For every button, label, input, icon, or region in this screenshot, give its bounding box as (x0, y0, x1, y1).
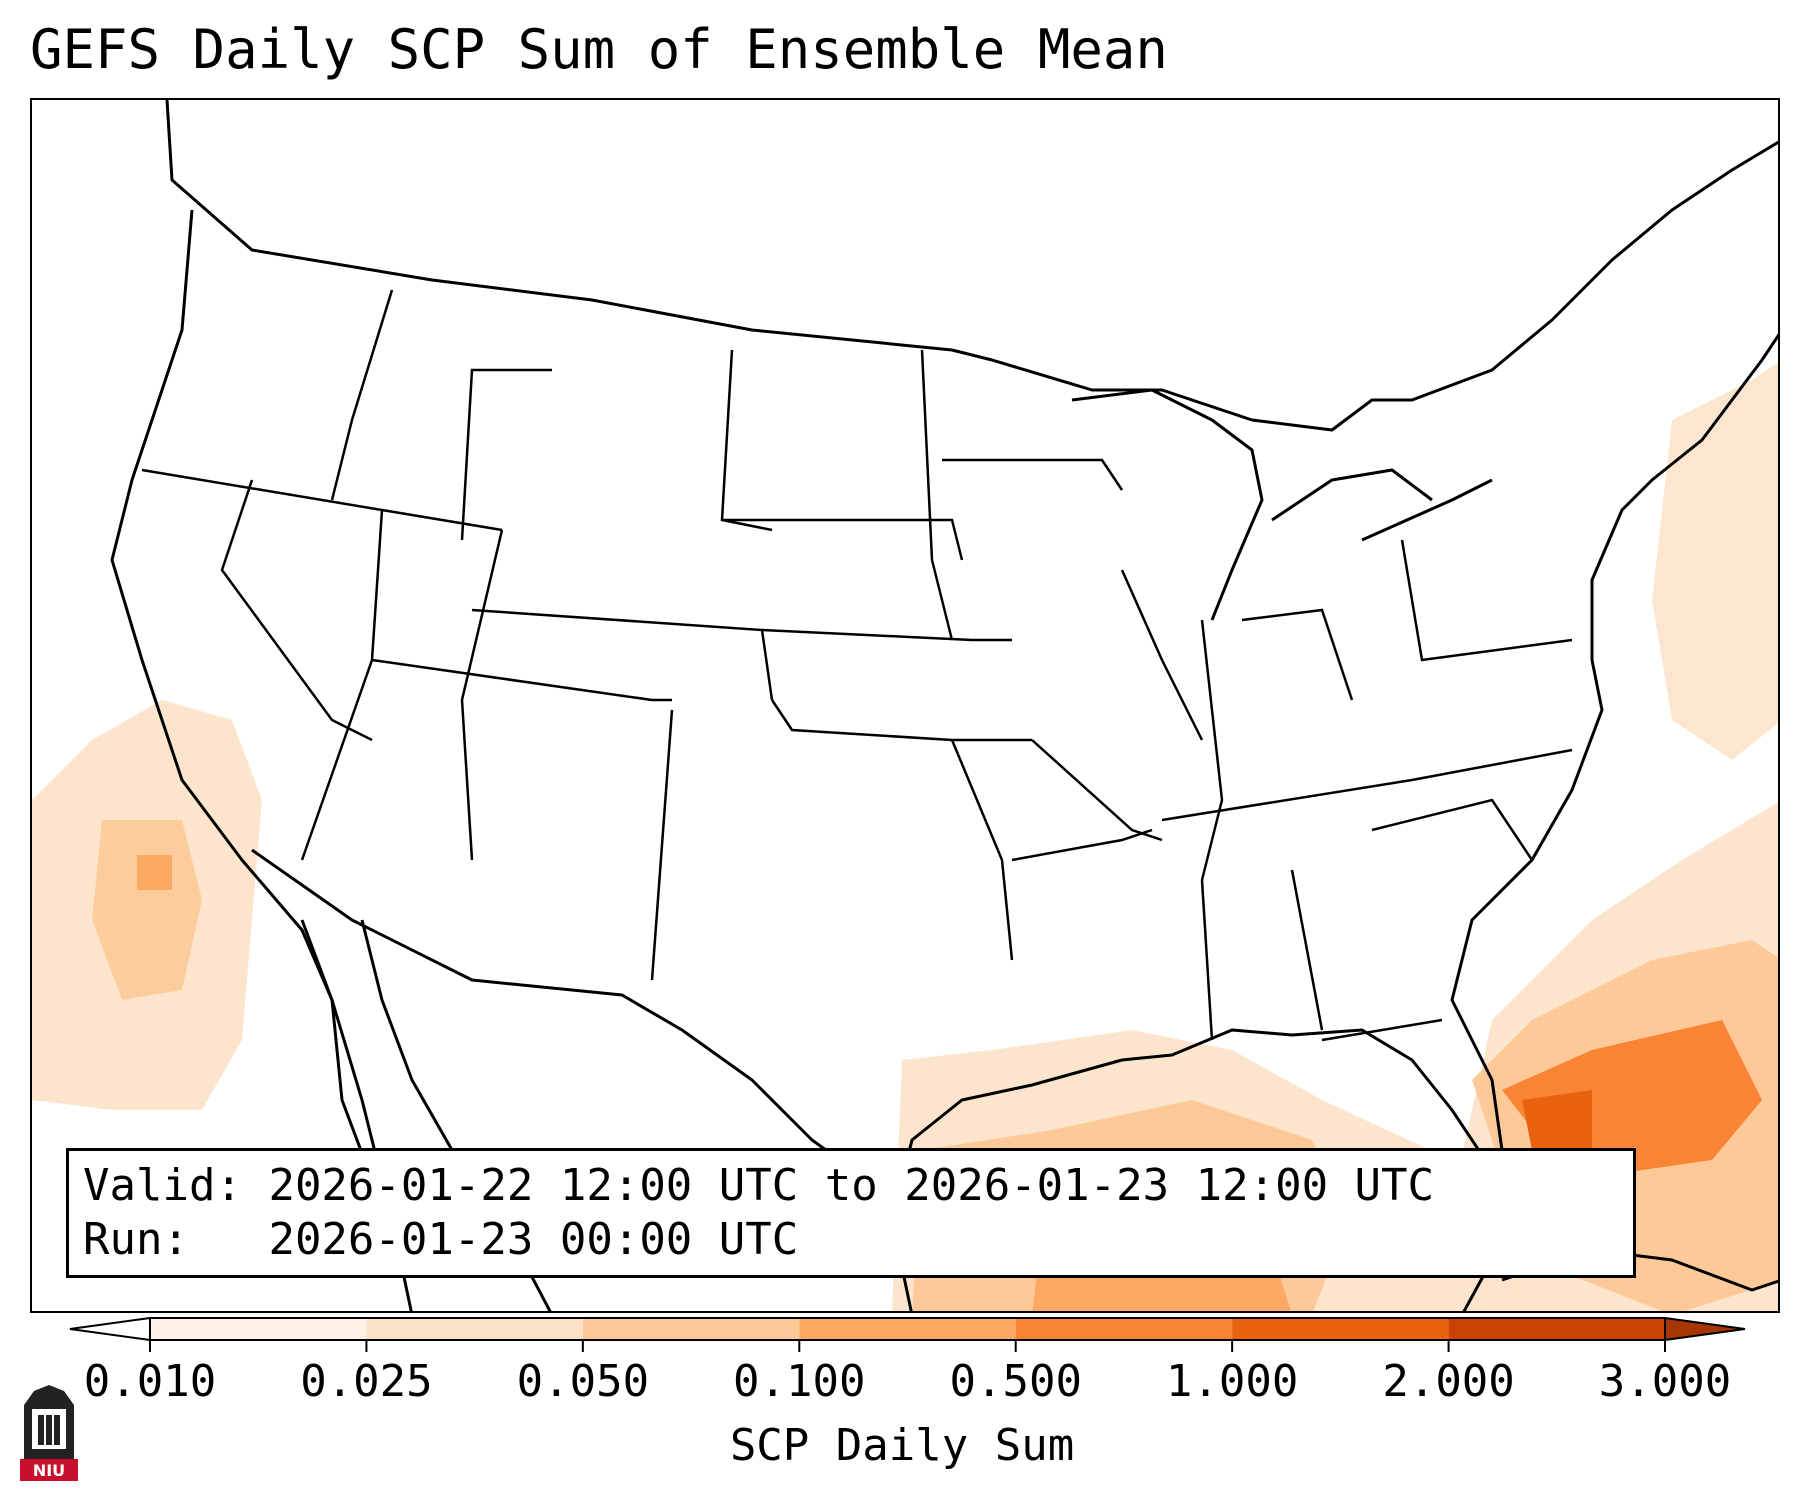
valid-label: Valid: (83, 1160, 242, 1211)
valid-value: 2026-01-22 12:00 UTC to 2026-01-23 12:00… (268, 1160, 1435, 1211)
state-line (770, 699, 1032, 742)
colorbar-outline (149, 1317, 1666, 1341)
colorbar-tick-label: 3.000 (1598, 1356, 1732, 1407)
state-line (1371, 798, 1534, 861)
state-line (220, 479, 373, 742)
state-line (141, 468, 503, 532)
state-line (722, 518, 964, 561)
state-line (1200, 879, 1214, 1041)
colorbar-extend-low (69, 1316, 151, 1342)
boundaries (110, 100, 1778, 1311)
shading-northeast (1652, 362, 1778, 760)
state-line (950, 739, 1014, 961)
state-line (300, 509, 384, 861)
state-line (1200, 619, 1224, 881)
state-line (942, 458, 1124, 491)
colorbar (69, 1316, 1746, 1352)
colorbar-ticks (149, 1340, 1666, 1352)
svg-text:NIU: NIU (33, 1461, 65, 1480)
colorbar-segment (1448, 1318, 1665, 1340)
state-line (371, 658, 672, 702)
map-panel (30, 98, 1780, 1313)
colorbar-segment (1232, 1318, 1449, 1340)
colorbar-segment (582, 1318, 800, 1340)
valid-run-box: Valid: 2026-01-22 12:00 UTC to 2026-01-2… (66, 1148, 1636, 1278)
state-line (471, 608, 774, 701)
colorbar-tick-label: 0.500 (949, 1356, 1082, 1407)
shading-pacific-spot (137, 855, 172, 890)
state-line (460, 529, 504, 861)
state-lines (141, 289, 1573, 1042)
chart-title: GEFS Daily SCP Sum of Ensemble Mean (30, 18, 1168, 81)
colorbar-tick-label: 2.000 (1382, 1356, 1515, 1407)
run-value: 2026-01-23 00:00 UTC (268, 1214, 799, 1265)
state-line (1400, 539, 1573, 662)
colorbar-segment (150, 1318, 367, 1340)
great-lakes (1071, 388, 1493, 621)
state-line (1031, 739, 1163, 842)
atlantic-coast (1450, 333, 1778, 1221)
colorbar-segment (799, 1318, 1016, 1340)
colorbar-tick-label: 0.025 (300, 1356, 433, 1407)
us-canada-border (165, 100, 1778, 432)
colorbar-extend-high (1664, 1316, 1746, 1342)
state-line (460, 368, 552, 541)
state-line (1321, 1018, 1443, 1042)
niu-castle-logo-icon: NIU (20, 1385, 78, 1481)
colorbar-label: SCP Daily Sum (729, 1420, 1075, 1471)
colorbar-segments (69, 1316, 1746, 1342)
state-line (1290, 869, 1324, 1031)
colorbar-tick-label: 0.100 (733, 1356, 866, 1407)
colorbar-segment (366, 1318, 583, 1340)
colorbar-tick-label: 0.010 (83, 1356, 217, 1407)
state-line (1011, 828, 1153, 862)
run-label: Run: (83, 1214, 189, 1265)
state-line (650, 709, 674, 981)
state-line (761, 628, 1012, 642)
state-line (1120, 569, 1204, 741)
state-line (720, 349, 773, 532)
state-line (330, 289, 394, 501)
map-svg (32, 100, 1778, 1311)
colorbar-tick-label: 1.000 (1165, 1356, 1299, 1407)
state-line (920, 349, 954, 641)
shading-atlantic-peak (1522, 1090, 1592, 1150)
colorbar-tick-label: 0.050 (516, 1356, 650, 1407)
pacific-coast (110, 209, 413, 1311)
state-line (1161, 748, 1573, 822)
colorbar-segment (1015, 1318, 1233, 1340)
state-line (1241, 608, 1354, 701)
shading-pacific-core (92, 820, 202, 1000)
